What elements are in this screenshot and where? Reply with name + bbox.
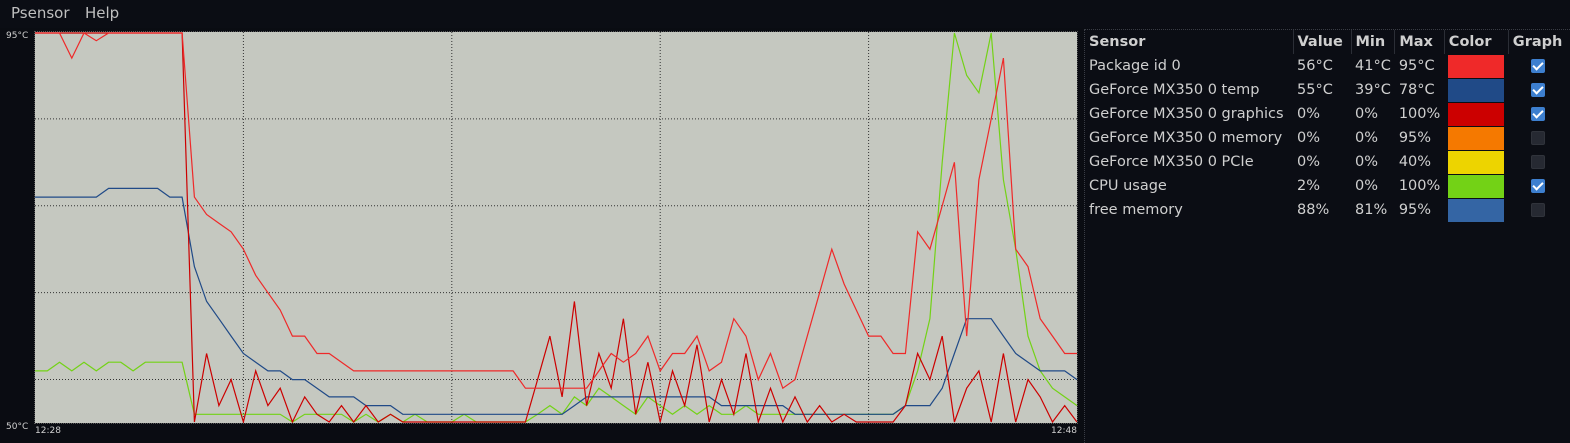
x-axis-end-label: 12:48 bbox=[1051, 426, 1077, 436]
graph-cell[interactable] bbox=[1508, 150, 1568, 174]
sensor-name: Package id 0 bbox=[1089, 58, 1181, 74]
graph-cell[interactable] bbox=[1508, 126, 1568, 150]
header-color[interactable]: Color bbox=[1444, 30, 1509, 54]
sensor-name: GeForce MX350 0 PCIe bbox=[1089, 154, 1254, 170]
color-swatch[interactable] bbox=[1448, 54, 1505, 78]
menu-help[interactable]: Help bbox=[85, 4, 120, 22]
sensor-table: Sensor Value Min Max Color Graph Package… bbox=[1085, 30, 1568, 222]
graph-cell[interactable] bbox=[1508, 102, 1568, 126]
graph-checkbox[interactable] bbox=[1531, 179, 1546, 193]
sensor-min: 41°C bbox=[1355, 58, 1391, 74]
graph-cell[interactable] bbox=[1508, 198, 1568, 222]
plot-area bbox=[34, 31, 1078, 424]
graph-checkbox[interactable] bbox=[1531, 131, 1546, 145]
table-row[interactable]: CPU usage 2% 0% 100% bbox=[1085, 174, 1568, 198]
header-graph[interactable]: Graph bbox=[1512, 34, 1563, 50]
table-row[interactable]: GeForce MX350 0 graphics 0% 0% 100% bbox=[1085, 102, 1568, 126]
sensor-max: 40% bbox=[1398, 154, 1432, 170]
sensor-min: 0% bbox=[1355, 106, 1379, 122]
color-swatch[interactable] bbox=[1448, 126, 1505, 150]
graph-checkbox[interactable] bbox=[1531, 83, 1546, 97]
graph-cell[interactable] bbox=[1508, 54, 1568, 78]
table-row[interactable]: GeForce MX350 0 memory 0% 0% 95% bbox=[1085, 126, 1568, 150]
table-row[interactable]: Package id 0 56°C 41°C 95°C bbox=[1085, 54, 1568, 78]
y-axis-max-label: 95°C bbox=[6, 31, 29, 41]
sensor-value: 2% bbox=[1297, 178, 1321, 194]
sensor-min: 39°C bbox=[1355, 82, 1391, 98]
table-row[interactable]: free memory 88% 81% 95% bbox=[1085, 198, 1568, 222]
sensor-min: 0% bbox=[1355, 178, 1379, 194]
series-line-package-id-0 bbox=[35, 32, 1077, 390]
menu-bar: Psensor Help bbox=[0, 0, 1570, 28]
color-cell[interactable] bbox=[1444, 102, 1508, 126]
sensor-min: 81% bbox=[1355, 202, 1388, 218]
color-cell[interactable] bbox=[1444, 78, 1508, 102]
graph-checkbox[interactable] bbox=[1531, 107, 1546, 121]
sensor-max: 95°C bbox=[1398, 58, 1435, 74]
color-swatch[interactable] bbox=[1448, 102, 1505, 126]
sensor-max: 100% bbox=[1398, 178, 1441, 194]
color-cell[interactable] bbox=[1444, 174, 1508, 198]
sensor-name: GeForce MX350 0 graphics bbox=[1089, 106, 1284, 122]
sensor-graph bbox=[35, 32, 1077, 423]
graph-cell[interactable] bbox=[1508, 174, 1568, 198]
sensor-name: GeForce MX350 0 memory bbox=[1089, 130, 1283, 146]
table-row[interactable]: GeForce MX350 0 temp 55°C 39°C 78°C bbox=[1085, 78, 1568, 102]
sensor-value: 0% bbox=[1297, 154, 1321, 170]
graph-cell[interactable] bbox=[1508, 78, 1568, 102]
color-swatch[interactable] bbox=[1448, 150, 1505, 174]
sensor-name: GeForce MX350 0 temp bbox=[1089, 82, 1260, 98]
sensor-max: 95% bbox=[1398, 202, 1432, 218]
header-max[interactable]: Max bbox=[1394, 30, 1445, 54]
sensor-value: 56°C bbox=[1297, 58, 1333, 74]
graph-checkbox[interactable] bbox=[1531, 59, 1546, 73]
color-swatch[interactable] bbox=[1448, 198, 1505, 222]
sensor-value: 55°C bbox=[1297, 82, 1333, 98]
sensor-name: CPU usage bbox=[1089, 178, 1167, 194]
header-sensor[interactable]: Sensor bbox=[1085, 30, 1294, 54]
color-swatch[interactable] bbox=[1448, 78, 1505, 102]
header-value[interactable]: Value bbox=[1293, 30, 1352, 54]
color-cell[interactable] bbox=[1444, 150, 1508, 174]
series-line-geforce-mx350-0-graphics bbox=[35, 32, 1077, 423]
sensor-panel: Sensor Value Min Max Color Graph Package… bbox=[1084, 29, 1570, 443]
sensor-value: 88% bbox=[1297, 202, 1330, 218]
y-axis-min-label: 50°C bbox=[6, 422, 29, 432]
menu-psensor[interactable]: Psensor bbox=[11, 4, 70, 22]
sensor-value: 0% bbox=[1297, 130, 1321, 146]
sensor-max: 100% bbox=[1398, 106, 1441, 122]
graph-checkbox[interactable] bbox=[1531, 155, 1546, 169]
header-min[interactable]: Min bbox=[1351, 30, 1396, 54]
sensor-name: free memory bbox=[1089, 202, 1183, 218]
table-row[interactable]: GeForce MX350 0 PCIe 0% 0% 40% bbox=[1085, 150, 1568, 174]
color-cell[interactable] bbox=[1444, 54, 1508, 78]
sensor-min: 0% bbox=[1355, 130, 1379, 146]
graph-checkbox[interactable] bbox=[1531, 203, 1546, 217]
table-header-row: Sensor Value Min Max Color Graph bbox=[1085, 30, 1568, 54]
color-swatch[interactable] bbox=[1448, 174, 1505, 198]
sensor-value: 0% bbox=[1297, 106, 1321, 122]
series-line-geforce-mx350-0-temp bbox=[35, 187, 1077, 415]
graph-panel: 95°C 50°C 12:28 12:48 bbox=[0, 29, 1080, 443]
sensor-max: 95% bbox=[1398, 130, 1432, 146]
sensor-max: 78°C bbox=[1398, 82, 1435, 98]
x-axis-start-label: 12:28 bbox=[35, 426, 61, 436]
color-cell[interactable] bbox=[1444, 198, 1508, 222]
sensor-min: 0% bbox=[1355, 154, 1379, 170]
color-cell[interactable] bbox=[1444, 126, 1508, 150]
